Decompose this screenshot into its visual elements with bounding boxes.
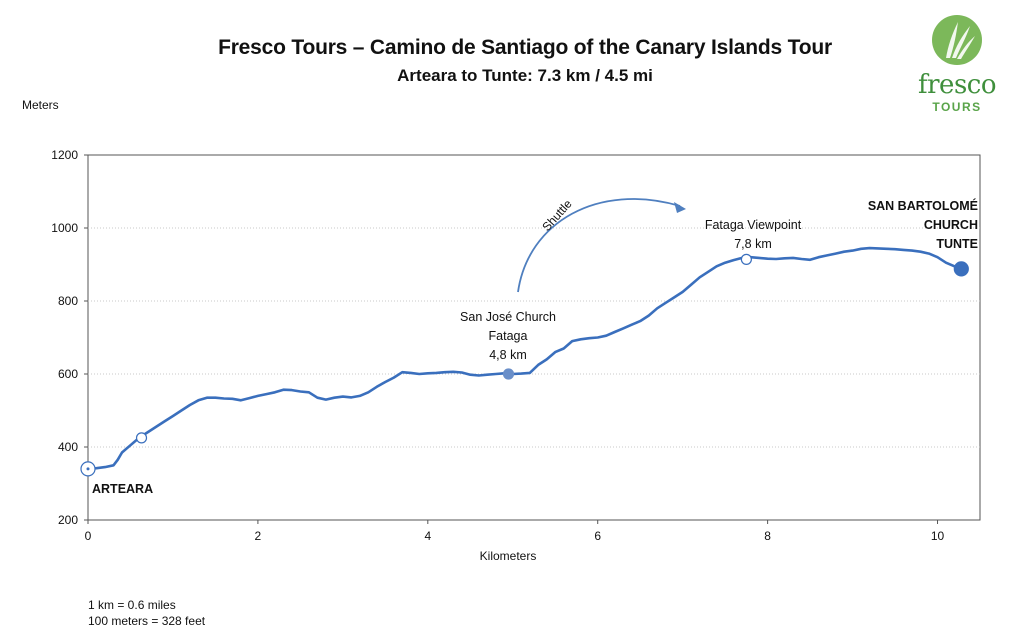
y-tick-label: 600 [58,367,78,381]
logo-subtext: TOURS [932,100,982,114]
waypoint-label: San José Church [460,310,556,324]
y-tick-label: 1200 [51,148,78,162]
x-tick-label: 0 [85,529,92,543]
waypoint-label: TUNTE [936,237,978,251]
x-tick-label: 2 [255,529,262,543]
waypoint-marker [502,368,515,380]
waypoint-marker-dot [86,467,90,471]
waypoint-marker [953,261,969,277]
waypoint-label: 4,8 km [489,348,527,362]
elevation-line [86,246,965,471]
logo-wordmark: fresco [918,70,997,100]
note-km-miles: 1 km = 0.6 miles [88,598,176,612]
waypoint-label: 7,8 km [734,237,772,251]
waypoint-label: CHURCH [924,218,978,232]
y-tick-label: 1000 [51,221,78,235]
note-meters-feet: 100 meters = 328 feet [88,614,206,628]
x-tick-label: 6 [594,529,601,543]
shuttle-arrow-head [674,202,686,213]
waypoint-label: Fataga [489,329,528,343]
y-tick-label: 800 [58,294,78,308]
y-axis-label: Meters [22,98,59,112]
waypoint-label: ARTEARA [92,482,153,496]
page-subtitle: Arteara to Tunte: 7.3 km / 4.5 mi [397,66,653,85]
waypoint-marker [740,253,752,265]
waypoint-label: Fataga Viewpoint [705,218,802,232]
page-title: Fresco Tours – Camino de Santiago of the… [218,36,832,59]
y-tick-label: 200 [58,513,78,527]
leaf-logo-icon [932,15,982,65]
plot-frame [87,154,981,521]
brand-logo: fresco TOURS [912,12,1002,117]
shuttle-arrow [517,198,681,293]
waypoint-label: SAN BARTOLOMÉ [868,198,978,213]
y-tick-label: 400 [58,440,78,454]
waypoint-marker [135,432,148,444]
x-tick-label: 10 [931,529,945,543]
x-axis-label: Kilometers [480,549,537,563]
x-tick-label: 8 [764,529,771,543]
x-tick-label: 4 [424,529,431,543]
